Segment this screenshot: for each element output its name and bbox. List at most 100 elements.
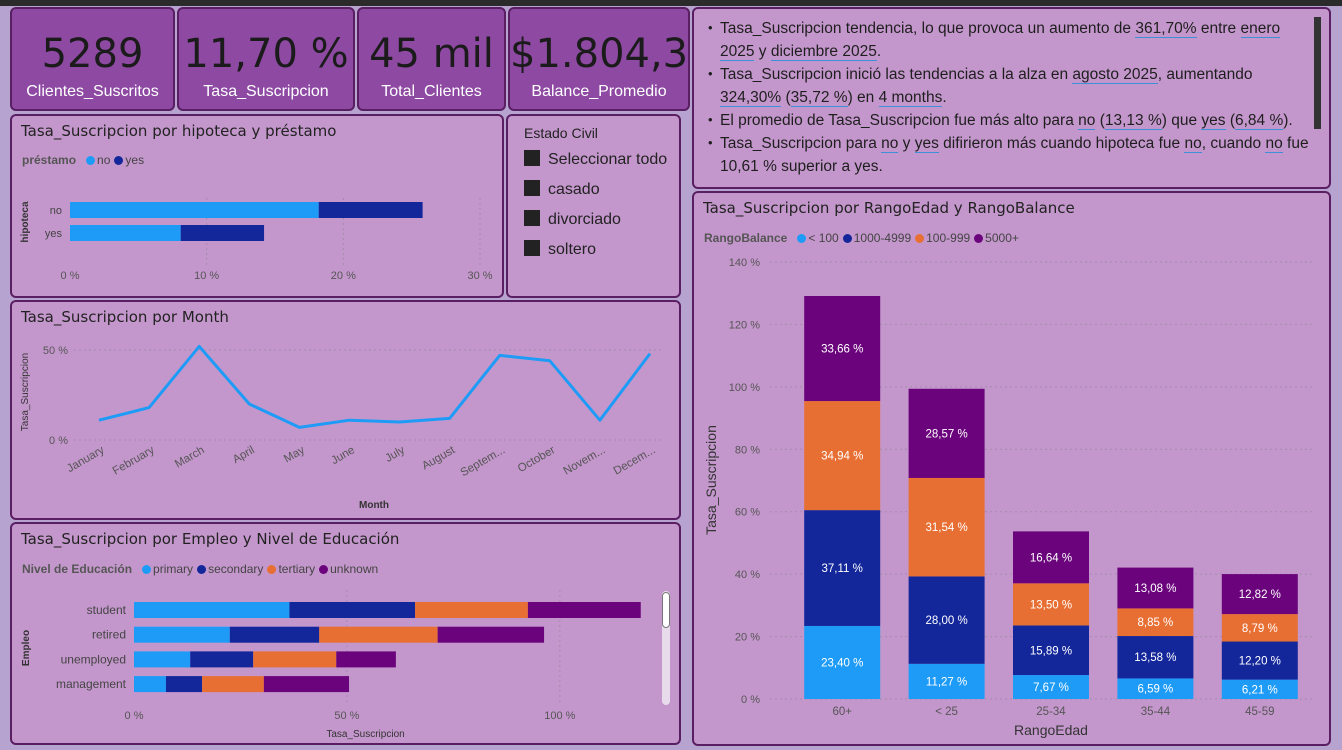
checkbox-icon[interactable] — [524, 150, 540, 166]
bar-25-100-999[interactable] — [908, 477, 985, 577]
bar-no-no[interactable] — [70, 202, 319, 218]
bar-60-5000[interactable] — [804, 295, 881, 402]
line-point-february[interactable] — [146, 405, 152, 411]
chart-scrollbar-track[interactable] — [662, 591, 670, 705]
bar-25-34-100[interactable] — [1013, 675, 1089, 699]
line-point-august[interactable] — [447, 415, 453, 421]
bar-no-yes[interactable] — [318, 202, 423, 218]
bar-retired-secondary[interactable] — [229, 626, 320, 643]
bar-35-44-5000[interactable] — [1117, 567, 1194, 609]
month-chart: 0 % 50 % January February March April May June J… — [20, 343, 662, 511]
y-axis-title: hipoteca — [20, 201, 31, 243]
bar-yes-no[interactable] — [70, 225, 181, 241]
kpi-card-tasa-suscripcion[interactable]: 11,70 % Tasa_Suscripcion — [177, 7, 355, 111]
kpi-card-total-clientes[interactable]: 45 mil Total_Clientes — [357, 7, 506, 111]
bar-management-primary[interactable] — [134, 676, 166, 693]
line-point-decem[interactable] — [647, 351, 653, 357]
legend-entry-no[interactable]: no — [97, 153, 111, 167]
legend-entry-primary[interactable]: primary — [153, 562, 194, 576]
data-label: 28,57 % — [925, 428, 967, 440]
checkbox-icon[interactable] — [524, 240, 540, 256]
checkbox-icon[interactable] — [524, 210, 540, 226]
legend-entry-100[interactable]: < 100 — [808, 231, 839, 245]
insight-item: El promedio de Tasa_Suscripcion fue más … — [708, 108, 1314, 132]
bar-25-1000-4999[interactable] — [908, 576, 985, 664]
x-tick-label: Septem... — [459, 444, 508, 479]
line-point-march[interactable] — [196, 343, 202, 349]
bar-25-5000[interactable] — [908, 388, 985, 478]
line-point-april[interactable] — [246, 401, 252, 407]
insight-highlight: yes — [914, 135, 939, 153]
legend-entry-unknown[interactable]: unknown — [330, 562, 379, 576]
bar-45-59-100[interactable] — [1221, 679, 1298, 699]
bar-retired-tertiary[interactable] — [319, 626, 438, 643]
bar-unemployed-unknown[interactable] — [336, 651, 396, 668]
kpi-card-balance-promedio[interactable]: $1.804,3 Balance_Promedio — [508, 7, 690, 111]
legend-entry-5000[interactable]: 5000+ — [985, 231, 1019, 245]
legend-entry-yes[interactable]: yes — [125, 153, 145, 167]
line-point-septem[interactable] — [497, 352, 503, 358]
bar-45-59-100-999[interactable] — [1221, 614, 1298, 642]
narrative-scrollbar[interactable] — [1314, 17, 1321, 129]
bar-25-34-1000-4999[interactable] — [1013, 625, 1089, 676]
line-point-novem[interactable] — [597, 417, 603, 423]
bar-yes-yes[interactable] — [180, 225, 265, 241]
bar-35-44-100-999[interactable] — [1117, 608, 1194, 637]
x-tick-label: 50 % — [334, 710, 359, 722]
bar-student-unknown[interactable] — [527, 602, 641, 618]
slicer-item-divorciado[interactable]: divorciado — [524, 210, 621, 229]
line-point-june[interactable] — [346, 417, 352, 423]
bar-management-unknown[interactable] — [263, 676, 350, 693]
bar-35-44-1000-4999[interactable] — [1117, 636, 1194, 679]
bar-60-100-999[interactable] — [804, 401, 881, 511]
series-line[interactable] — [98, 344, 652, 429]
slicer-item-seleccionar-todo[interactable]: Seleccionar todo — [524, 150, 667, 169]
line-point-january[interactable] — [96, 417, 102, 423]
chart-card-month[interactable]: Tasa_Suscripcion por Month 0 % 50 % Januar… — [10, 300, 681, 520]
slicer-item-soltero[interactable]: soltero — [524, 240, 596, 259]
chart-scrollbar-thumb[interactable] — [662, 592, 670, 628]
bar-45-59-1000-4999[interactable] — [1221, 641, 1298, 680]
bar-student-secondary[interactable] — [289, 602, 416, 618]
legend-entry-tertiary[interactable]: tertiary — [278, 562, 316, 576]
data-label: 37,11 % — [822, 563, 863, 575]
insight-text: fue 10,61 % superior a yes. — [720, 135, 1309, 175]
bar-60-1000-4999[interactable] — [804, 510, 881, 626]
line-point-october[interactable] — [547, 358, 553, 364]
legend-dot-icon — [267, 565, 277, 574]
bar-unemployed-secondary[interactable] — [190, 651, 254, 668]
bar-25-34-5000[interactable] — [1013, 531, 1089, 584]
x-tick-label: 20 % — [331, 270, 356, 282]
smart-narrative-text: Tasa_Suscripcion tendencia, lo que provo… — [708, 16, 1314, 178]
bar-unemployed-tertiary[interactable] — [253, 651, 337, 668]
slicer-estado-civil[interactable]: Estado Civil Seleccionar todo casado div… — [506, 114, 681, 298]
chart-card-rango[interactable]: Tasa_Suscripcion por RangoEdad y RangoBa… — [692, 191, 1331, 746]
bar-retired-primary[interactable] — [134, 626, 230, 643]
smart-narrative-card[interactable]: Tasa_Suscripcion tendencia, lo que provo… — [692, 7, 1331, 189]
bar-60-100[interactable] — [804, 625, 881, 699]
bar-45-59-5000[interactable] — [1221, 574, 1298, 615]
kpi-label: Tasa_Suscripcion — [203, 83, 329, 100]
bar-management-tertiary[interactable] — [202, 676, 264, 693]
bar-unemployed-primary[interactable] — [134, 651, 191, 668]
bar-35-44-100[interactable] — [1117, 678, 1194, 699]
line-point-may[interactable] — [296, 424, 302, 430]
bar-retired-unknown[interactable] — [437, 626, 545, 643]
legend-entry-secondary[interactable]: secondary — [208, 562, 264, 576]
chart-card-empleo[interactable]: Tasa_Suscripcion por Empleo y Nivel de E… — [10, 522, 681, 745]
bar-student-tertiary[interactable] — [415, 602, 528, 618]
data-label: 12,20 % — [1239, 656, 1281, 668]
legend-entry-1000-4999[interactable]: 1000-4999 — [853, 231, 912, 245]
bar-management-secondary[interactable] — [165, 676, 203, 693]
legend-entry-100-999[interactable]: 100-999 — [926, 231, 971, 245]
chart-card-hipoteca[interactable]: Tasa_Suscripcion por hipoteca y préstamo… — [10, 114, 504, 298]
bar-25-34-100-999[interactable] — [1013, 583, 1089, 626]
checkbox-icon[interactable] — [524, 180, 540, 196]
slicer-item-casado[interactable]: casado — [524, 180, 600, 199]
x-tick-label: 25-34 — [1036, 706, 1066, 718]
insight-text: . — [942, 89, 947, 106]
bar-student-primary[interactable] — [134, 602, 290, 618]
line-point-july[interactable] — [397, 419, 403, 425]
kpi-card-clientes-suscritos[interactable]: 5289 Clientes_Suscritos — [10, 7, 175, 111]
bar-25-100[interactable] — [908, 663, 985, 699]
